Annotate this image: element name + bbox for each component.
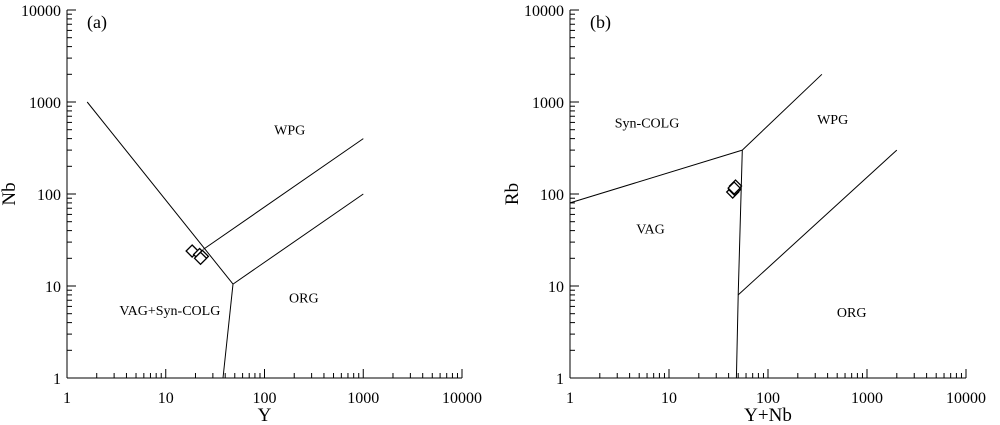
region-label: WPG <box>274 124 305 139</box>
x-tick-label: 10000 <box>442 390 482 407</box>
x-tick-label: 10 <box>158 390 174 407</box>
chart-panel-a: 11 10 10 100 100 1000 1000 10000 10000 Y Nb (a) WPG V… <box>0 3 482 425</box>
y-axis-label: Nb <box>0 182 20 205</box>
region-label: VAG <box>636 223 665 238</box>
region-label: WPG <box>817 113 848 128</box>
y-tick-label: 1000 <box>532 95 564 112</box>
data-point-diamond <box>193 251 208 266</box>
x-tick-label: 100 <box>253 390 277 407</box>
y-tick-label: 1 <box>53 371 61 388</box>
data-point-diamond <box>727 181 742 195</box>
region-label: ORG <box>837 306 867 321</box>
x-tick-label: 1 <box>63 390 71 407</box>
x-axis-label: Y <box>258 405 272 425</box>
field-boundary-line <box>737 149 898 296</box>
panel-label: (a) <box>87 12 107 33</box>
region-label: ORG <box>289 291 319 306</box>
chart-panel-b: 11 10 10 100 100 1000 1000 10000 10000 Y+Nb Rb (b) S… <box>502 3 986 425</box>
x-axis-label: Y+Nb <box>744 405 792 425</box>
y-tick-label: 1000 <box>29 95 61 112</box>
panel-label: (b) <box>590 12 611 33</box>
field-boundary-line <box>203 138 364 250</box>
y-tick-label: 100 <box>540 187 564 204</box>
x-tick-label: 1 <box>566 390 574 407</box>
field-boundary-line <box>86 101 234 285</box>
y-axis-label: Rb <box>502 183 523 205</box>
y-tick-label: 10 <box>45 279 61 296</box>
data-point-diamond <box>185 244 200 258</box>
y-tick-label: 1 <box>556 371 564 388</box>
x-tick-label: 1000 <box>347 390 379 407</box>
x-tick-label: 10000 <box>946 390 986 407</box>
y-tick-label: 10000 <box>21 3 61 20</box>
x-tick-label: 10 <box>661 390 677 407</box>
region-label: Syn-COLG <box>615 116 680 131</box>
x-tick-label: 1000 <box>851 390 883 407</box>
x-tick-label: 100 <box>756 390 780 407</box>
field-boundary-line <box>741 73 823 151</box>
y-tick-label: 10 <box>548 279 564 296</box>
y-tick-label: 10000 <box>524 3 564 20</box>
field-boundary-line <box>232 193 364 285</box>
field-boundary-line <box>569 149 743 204</box>
y-tick-label: 100 <box>37 187 61 204</box>
region-label: VAG+Syn-COLG <box>119 304 220 319</box>
field-boundary-line <box>222 284 234 379</box>
